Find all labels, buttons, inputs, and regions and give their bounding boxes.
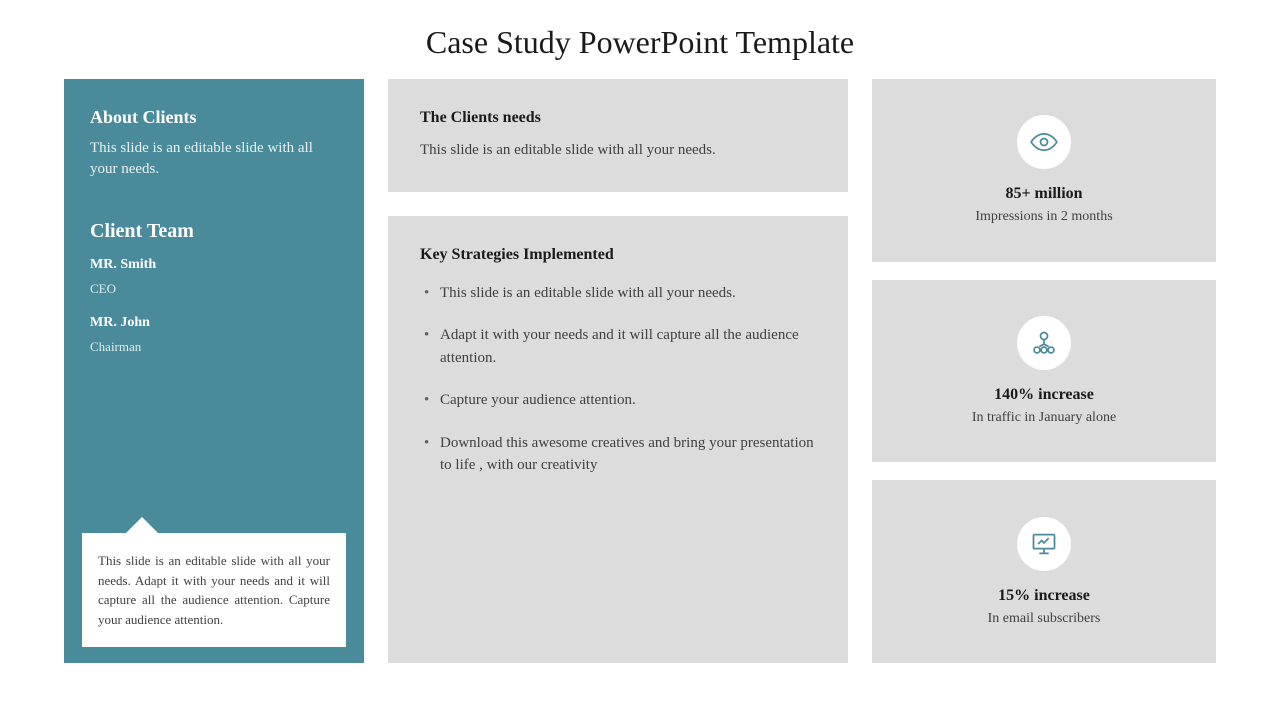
stat-label-0: Impressions in 2 months [975, 209, 1112, 225]
list-item: This slide is an editable slide with all… [420, 282, 816, 305]
about-desc: This slide is an editable slide with all… [90, 138, 338, 180]
about-clients-box: About Clients This slide is an editable … [64, 79, 364, 663]
about-heading: About Clients [90, 107, 338, 128]
stat-value-1: 140% increase [994, 386, 1094, 404]
needs-heading: The Clients needs [420, 109, 816, 127]
middle-column: The Clients needs This slide is an edita… [388, 79, 848, 663]
right-column: 85+ million Impressions in 2 months 140%… [872, 79, 1216, 663]
callout-box: This slide is an editable slide with all… [82, 533, 346, 647]
stat-box-2: 15% increase In email subscribers [872, 480, 1216, 663]
team-heading: Client Team [90, 220, 338, 243]
clients-needs-box: The Clients needs This slide is an edita… [388, 79, 848, 192]
stat-value-2: 15% increase [998, 587, 1090, 605]
left-column: About Clients This slide is an editable … [64, 79, 364, 663]
list-item: Download this awesome creatives and brin… [420, 432, 816, 477]
member-name-1: MR. John [90, 315, 338, 331]
member-role-1: Chairman [90, 339, 338, 355]
page-title: Case Study PowerPoint Template [0, 0, 1280, 79]
member-name-0: MR. Smith [90, 257, 338, 273]
list-item: Adapt it with your needs and it will cap… [420, 324, 816, 369]
main-container: About Clients This slide is an editable … [0, 79, 1280, 663]
group-icon [1017, 316, 1071, 370]
stat-label-2: In email subscribers [988, 611, 1101, 627]
stat-label-1: In traffic in January alone [972, 410, 1116, 426]
eye-icon [1017, 115, 1071, 169]
stat-value-0: 85+ million [1005, 185, 1082, 203]
member-role-0: CEO [90, 281, 338, 297]
presentation-icon [1017, 517, 1071, 571]
stat-box-0: 85+ million Impressions in 2 months [872, 79, 1216, 262]
strategies-box: Key Strategies Implemented This slide is… [388, 216, 848, 664]
strategies-heading: Key Strategies Implemented [420, 246, 816, 264]
needs-text: This slide is an editable slide with all… [420, 139, 816, 162]
strategies-list: This slide is an editable slide with all… [420, 282, 816, 477]
stat-box-1: 140% increase In traffic in January alon… [872, 280, 1216, 463]
list-item: Capture your audience attention. [420, 389, 816, 412]
